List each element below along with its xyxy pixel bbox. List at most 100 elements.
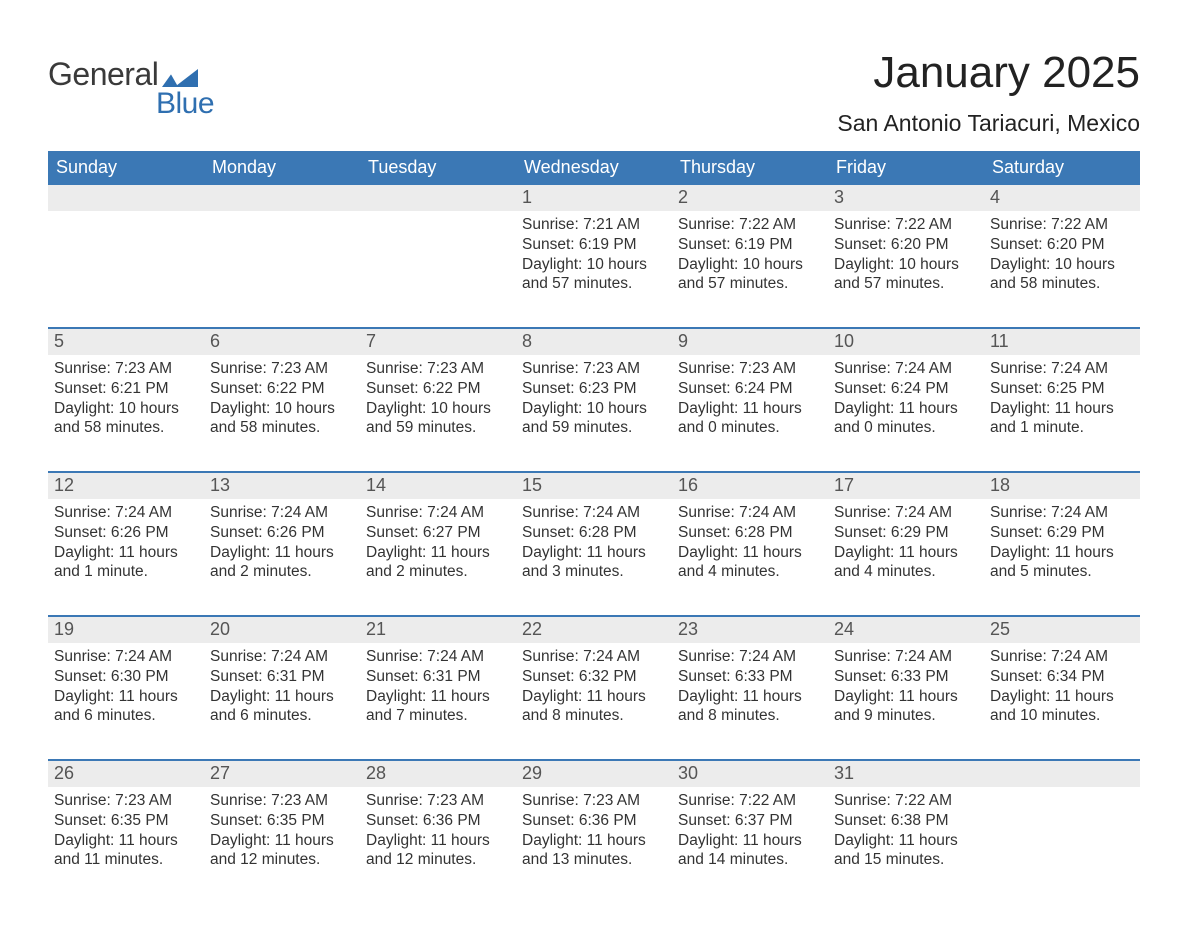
day-cell: 23Sunrise: 7:24 AMSunset: 6:33 PMDayligh…	[672, 617, 828, 745]
daylight-line: Daylight: 10 hours and 58 minutes.	[210, 399, 354, 439]
day-number: 31	[828, 761, 984, 787]
day-number: 14	[360, 473, 516, 499]
day-body: Sunrise: 7:22 AMSunset: 6:20 PMDaylight:…	[984, 211, 1140, 298]
sunrise-line: Sunrise: 7:23 AM	[210, 791, 354, 811]
day-cell: 13Sunrise: 7:24 AMSunset: 6:26 PMDayligh…	[204, 473, 360, 601]
day-body: Sunrise: 7:23 AMSunset: 6:35 PMDaylight:…	[48, 787, 204, 874]
daylight-line: Daylight: 11 hours and 0 minutes.	[834, 399, 978, 439]
day-number: 12	[48, 473, 204, 499]
sunset-line: Sunset: 6:37 PM	[678, 811, 822, 831]
logo-text-blue: Blue	[48, 87, 214, 121]
day-body: Sunrise: 7:24 AMSunset: 6:25 PMDaylight:…	[984, 355, 1140, 442]
day-body: Sunrise: 7:23 AMSunset: 6:36 PMDaylight:…	[360, 787, 516, 874]
day-number	[204, 185, 360, 211]
day-number: 24	[828, 617, 984, 643]
day-number: 7	[360, 329, 516, 355]
day-number	[360, 185, 516, 211]
day-body: Sunrise: 7:21 AMSunset: 6:19 PMDaylight:…	[516, 211, 672, 298]
page-title: January 2025	[837, 48, 1140, 98]
sunrise-line: Sunrise: 7:23 AM	[366, 359, 510, 379]
sunrise-line: Sunrise: 7:23 AM	[54, 359, 198, 379]
day-number: 17	[828, 473, 984, 499]
daylight-line: Daylight: 11 hours and 5 minutes.	[990, 543, 1134, 583]
day-cell: 11Sunrise: 7:24 AMSunset: 6:25 PMDayligh…	[984, 329, 1140, 457]
day-cell: 29Sunrise: 7:23 AMSunset: 6:36 PMDayligh…	[516, 761, 672, 889]
title-block: January 2025 San Antonio Tariacuri, Mexi…	[837, 48, 1140, 137]
sunrise-line: Sunrise: 7:24 AM	[54, 647, 198, 667]
day-cell: 25Sunrise: 7:24 AMSunset: 6:34 PMDayligh…	[984, 617, 1140, 745]
daylight-line: Daylight: 11 hours and 6 minutes.	[210, 687, 354, 727]
day-cell: 26Sunrise: 7:23 AMSunset: 6:35 PMDayligh…	[48, 761, 204, 889]
day-number: 6	[204, 329, 360, 355]
daylight-line: Daylight: 11 hours and 0 minutes.	[678, 399, 822, 439]
sunrise-line: Sunrise: 7:23 AM	[522, 791, 666, 811]
day-number: 27	[204, 761, 360, 787]
sunrise-line: Sunrise: 7:22 AM	[834, 215, 978, 235]
day-body: Sunrise: 7:24 AMSunset: 6:24 PMDaylight:…	[828, 355, 984, 442]
sunrise-line: Sunrise: 7:23 AM	[366, 791, 510, 811]
weekday-header: Tuesday	[360, 151, 516, 185]
sunset-line: Sunset: 6:31 PM	[210, 667, 354, 687]
sunset-line: Sunset: 6:20 PM	[834, 235, 978, 255]
day-number: 30	[672, 761, 828, 787]
daylight-line: Daylight: 11 hours and 13 minutes.	[522, 831, 666, 871]
sunset-line: Sunset: 6:27 PM	[366, 523, 510, 543]
sunset-line: Sunset: 6:30 PM	[54, 667, 198, 687]
weekday-header: Saturday	[984, 151, 1140, 185]
day-cell: 2Sunrise: 7:22 AMSunset: 6:19 PMDaylight…	[672, 185, 828, 313]
daylight-line: Daylight: 11 hours and 10 minutes.	[990, 687, 1134, 727]
daylight-line: Daylight: 11 hours and 8 minutes.	[522, 687, 666, 727]
day-body: Sunrise: 7:22 AMSunset: 6:38 PMDaylight:…	[828, 787, 984, 874]
sunset-line: Sunset: 6:33 PM	[678, 667, 822, 687]
day-body: Sunrise: 7:23 AMSunset: 6:23 PMDaylight:…	[516, 355, 672, 442]
sunset-line: Sunset: 6:20 PM	[990, 235, 1134, 255]
week-row: 5Sunrise: 7:23 AMSunset: 6:21 PMDaylight…	[48, 327, 1140, 457]
day-number: 9	[672, 329, 828, 355]
sunset-line: Sunset: 6:29 PM	[834, 523, 978, 543]
daylight-line: Daylight: 11 hours and 14 minutes.	[678, 831, 822, 871]
day-number: 21	[360, 617, 516, 643]
day-cell: 4Sunrise: 7:22 AMSunset: 6:20 PMDaylight…	[984, 185, 1140, 313]
day-number	[48, 185, 204, 211]
logo: General Blue	[48, 48, 214, 121]
day-body: Sunrise: 7:23 AMSunset: 6:21 PMDaylight:…	[48, 355, 204, 442]
sunset-line: Sunset: 6:28 PM	[522, 523, 666, 543]
daylight-line: Daylight: 11 hours and 3 minutes.	[522, 543, 666, 583]
day-number: 23	[672, 617, 828, 643]
sunrise-line: Sunrise: 7:24 AM	[210, 647, 354, 667]
daylight-line: Daylight: 11 hours and 15 minutes.	[834, 831, 978, 871]
day-cell	[360, 185, 516, 313]
sunset-line: Sunset: 6:38 PM	[834, 811, 978, 831]
weekday-header: Monday	[204, 151, 360, 185]
week-row: 12Sunrise: 7:24 AMSunset: 6:26 PMDayligh…	[48, 471, 1140, 601]
sunset-line: Sunset: 6:21 PM	[54, 379, 198, 399]
day-cell: 9Sunrise: 7:23 AMSunset: 6:24 PMDaylight…	[672, 329, 828, 457]
daylight-line: Daylight: 10 hours and 59 minutes.	[522, 399, 666, 439]
day-cell: 27Sunrise: 7:23 AMSunset: 6:35 PMDayligh…	[204, 761, 360, 889]
day-body: Sunrise: 7:24 AMSunset: 6:26 PMDaylight:…	[48, 499, 204, 586]
day-cell: 15Sunrise: 7:24 AMSunset: 6:28 PMDayligh…	[516, 473, 672, 601]
sunset-line: Sunset: 6:22 PM	[210, 379, 354, 399]
sunset-line: Sunset: 6:31 PM	[366, 667, 510, 687]
daylight-line: Daylight: 10 hours and 57 minutes.	[522, 255, 666, 295]
day-cell	[204, 185, 360, 313]
day-body: Sunrise: 7:24 AMSunset: 6:34 PMDaylight:…	[984, 643, 1140, 730]
day-cell: 19Sunrise: 7:24 AMSunset: 6:30 PMDayligh…	[48, 617, 204, 745]
sunrise-line: Sunrise: 7:23 AM	[54, 791, 198, 811]
sunset-line: Sunset: 6:24 PM	[834, 379, 978, 399]
weekday-header: Friday	[828, 151, 984, 185]
sunset-line: Sunset: 6:22 PM	[366, 379, 510, 399]
sunrise-line: Sunrise: 7:24 AM	[366, 647, 510, 667]
day-number: 2	[672, 185, 828, 211]
sunset-line: Sunset: 6:34 PM	[990, 667, 1134, 687]
sunrise-line: Sunrise: 7:24 AM	[366, 503, 510, 523]
sunset-line: Sunset: 6:29 PM	[990, 523, 1134, 543]
sunset-line: Sunset: 6:35 PM	[210, 811, 354, 831]
sunset-line: Sunset: 6:25 PM	[990, 379, 1134, 399]
day-body: Sunrise: 7:24 AMSunset: 6:33 PMDaylight:…	[672, 643, 828, 730]
sunset-line: Sunset: 6:28 PM	[678, 523, 822, 543]
daylight-line: Daylight: 10 hours and 57 minutes.	[834, 255, 978, 295]
sunset-line: Sunset: 6:36 PM	[522, 811, 666, 831]
sunrise-line: Sunrise: 7:24 AM	[54, 503, 198, 523]
sunrise-line: Sunrise: 7:24 AM	[834, 503, 978, 523]
